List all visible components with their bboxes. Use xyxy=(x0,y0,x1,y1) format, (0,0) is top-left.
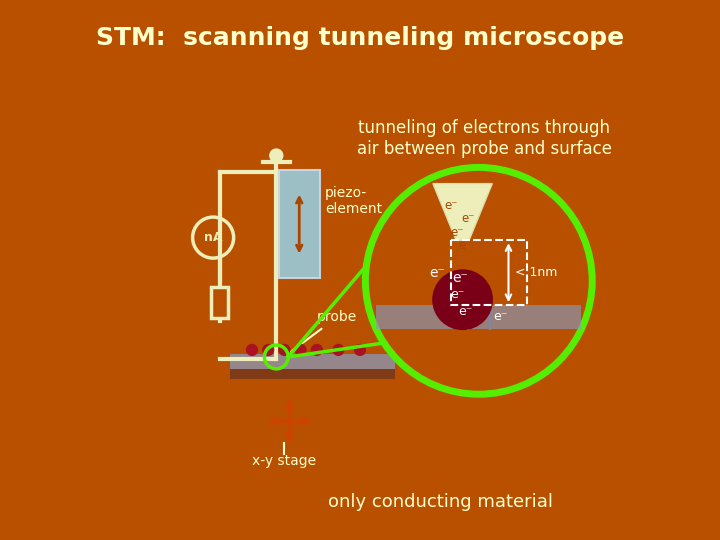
Circle shape xyxy=(279,345,289,355)
Text: R: R xyxy=(216,295,227,309)
Text: STM:  scanning tunneling microscope: STM: scanning tunneling microscope xyxy=(96,26,624,50)
Circle shape xyxy=(263,345,274,355)
Text: e⁻: e⁻ xyxy=(450,288,464,301)
FancyBboxPatch shape xyxy=(230,369,395,379)
Circle shape xyxy=(333,345,344,355)
Text: e⁻: e⁻ xyxy=(444,199,457,212)
Circle shape xyxy=(270,149,283,162)
Text: piezo-
element: piezo- element xyxy=(325,186,382,217)
Circle shape xyxy=(246,345,258,355)
Text: e⁻: e⁻ xyxy=(459,239,472,252)
Circle shape xyxy=(355,345,365,355)
Text: e⁻: e⁻ xyxy=(452,271,469,285)
Text: e⁻: e⁻ xyxy=(493,310,508,323)
Circle shape xyxy=(433,270,492,329)
Text: only conducting material: only conducting material xyxy=(328,493,554,511)
Text: < 1nm: < 1nm xyxy=(515,266,557,279)
Text: nA: nA xyxy=(204,231,222,244)
Circle shape xyxy=(366,167,593,394)
Text: e⁻: e⁻ xyxy=(458,305,472,318)
Text: probe: probe xyxy=(287,310,357,355)
Text: x-y stage: x-y stage xyxy=(252,454,317,468)
Polygon shape xyxy=(433,184,492,240)
Text: tunneling of electrons through
air between probe and surface: tunneling of electrons through air betwe… xyxy=(356,119,612,158)
FancyBboxPatch shape xyxy=(279,170,320,278)
FancyBboxPatch shape xyxy=(230,354,395,369)
FancyBboxPatch shape xyxy=(211,287,228,318)
Text: e⁻: e⁻ xyxy=(451,226,464,239)
Text: e⁻: e⁻ xyxy=(462,212,474,225)
FancyBboxPatch shape xyxy=(376,305,582,329)
Circle shape xyxy=(311,345,322,355)
Text: e⁻: e⁻ xyxy=(429,266,445,280)
Circle shape xyxy=(295,345,306,355)
